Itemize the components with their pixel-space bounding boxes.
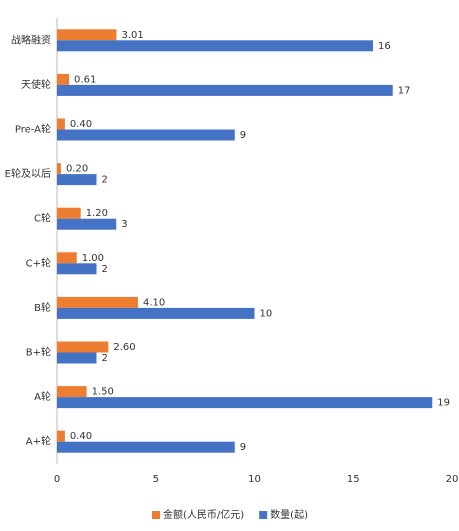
legend-label: 金额(人民币/亿元) [163,508,244,521]
x-tick-label: 15 [347,474,360,485]
bar [57,307,255,319]
y-tick-label: 战略融资 [11,33,51,46]
bar [57,40,373,52]
value-label: 1.20 [86,208,108,219]
value-label: 2 [102,175,108,186]
y-tick-label: E轮及以后 [5,167,51,180]
bar [57,218,117,230]
legend-swatch [152,511,160,519]
bar [57,430,65,442]
value-label: 16 [378,41,391,52]
bar [57,352,97,364]
x-tick-label: 0 [54,474,60,485]
bar [57,29,117,41]
value-label: 0.40 [70,431,92,442]
bar [57,207,81,219]
value-label: 9 [240,130,246,141]
bar [57,341,109,353]
y-tick-label: C轮 [34,212,51,225]
bar [57,252,77,264]
value-label: 19 [437,398,450,409]
value-label: 4.10 [143,297,165,308]
legend-label: 数量(起) [270,508,308,521]
bar [57,386,87,398]
value-label: 1.00 [82,253,104,264]
bar [57,73,70,85]
x-tick-label: 5 [153,474,159,485]
value-label: 17 [398,85,411,96]
value-label: 2 [102,353,108,364]
bar [57,441,235,453]
legend-swatch [259,511,268,519]
value-label: 9 [240,442,246,453]
y-tick-label: Pre-A轮 [15,123,51,136]
value-label: 1.50 [92,387,114,398]
value-label: 2 [102,264,108,275]
y-tick-label: B轮 [34,301,51,314]
bar [57,129,235,141]
y-tick-label: 天使轮 [21,78,51,91]
y-tick-label: A+轮 [26,435,51,448]
x-tick-label: 10 [248,474,261,485]
bar [57,263,97,275]
y-tick-label: A轮 [34,390,51,403]
value-label: 2.60 [113,342,135,353]
bar [57,174,97,186]
value-label: 3.01 [121,30,143,41]
y-tick-label: B+轮 [26,346,51,359]
bar [57,296,138,308]
value-label: 3 [121,219,127,230]
y-tick-label: C+轮 [26,256,51,269]
x-tick-label: 20 [446,474,459,485]
value-label: 0.40 [70,119,92,130]
value-label: 0.20 [66,164,88,175]
value-label: 10 [260,308,273,319]
bar [57,118,65,130]
bar [57,397,433,409]
bar [57,163,61,175]
value-label: 0.61 [74,74,96,85]
bar [57,84,393,96]
